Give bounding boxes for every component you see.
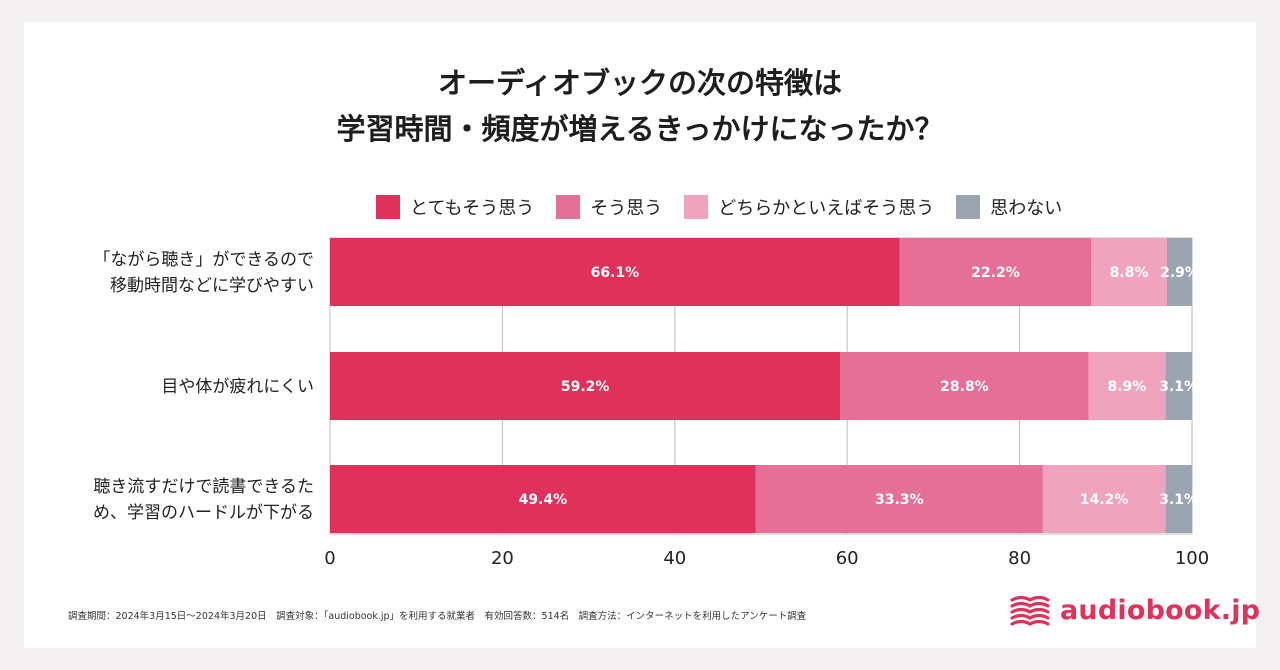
title-line-1: オーディオブックの次の特徴は bbox=[438, 66, 842, 100]
book-waves-icon bbox=[1010, 595, 1050, 626]
bar-segment-disagree bbox=[1165, 352, 1192, 420]
chart-title: オーディオブックの次の特徴は 学習時間・頻度が増えるきっかけになったか？ bbox=[24, 60, 1256, 152]
bar-segment-strongly_agree bbox=[330, 352, 841, 420]
bar-segment-disagree bbox=[1165, 465, 1192, 533]
title-line-2: 学習時間・頻度が増えるきっかけになったか？ bbox=[336, 112, 944, 146]
brand-logo: audiobook.jp bbox=[1010, 592, 1260, 628]
legend: とてもそう思う そう思う どちらかといえばそう思う 思わない bbox=[376, 194, 1084, 220]
legend-item-somewhat-agree: どちらかといえばそう思う bbox=[684, 194, 934, 220]
data-label: 59.2% bbox=[561, 379, 610, 395]
legend-label-agree: そう思う bbox=[590, 198, 663, 219]
data-label: 8.8% bbox=[1110, 265, 1149, 281]
legend-item-disagree: 思わない bbox=[956, 194, 1062, 220]
legend-swatch-strongly-agree bbox=[376, 195, 400, 219]
legend-swatch-agree bbox=[556, 195, 581, 219]
bar-segment-agree bbox=[899, 238, 1092, 306]
legend-item-agree: そう思う bbox=[556, 194, 662, 220]
bar-segment-agree bbox=[755, 465, 1043, 533]
chart-card: オーディオブックの次の特徴は 学習時間・頻度が増えるきっかけになったか？ とても… bbox=[24, 22, 1260, 648]
data-label: 3.1% bbox=[1159, 379, 1198, 395]
legend-label-strongly-agree: とてもそう思う bbox=[410, 198, 535, 219]
legend-item-strongly-agree: とてもそう思う bbox=[376, 194, 534, 220]
data-label: 14.2% bbox=[1080, 492, 1129, 508]
data-label: 2.9% bbox=[1160, 265, 1199, 281]
category-label: 目や体が疲れにくい bbox=[161, 377, 314, 397]
legend-label-somewhat-agree: どちらかといえばそう思う bbox=[718, 198, 935, 219]
category-label: め、学習のハードルが下がる bbox=[93, 503, 314, 523]
x-tick-label: 20 bbox=[491, 548, 514, 569]
stacked-bar-chart: 0 20 40 60 80 100 66.1% 22.2% 8.8% 2.9% 「ながら聴き」ができ… bbox=[93, 237, 1209, 569]
x-tick-label: 80 bbox=[1008, 548, 1031, 569]
bar-segment-strongly_agree bbox=[330, 465, 756, 533]
x-tick-label: 60 bbox=[836, 548, 859, 569]
data-label: 8.9% bbox=[1108, 379, 1147, 395]
x-tick-label: 40 bbox=[663, 548, 686, 569]
legend-label-disagree: 思わない bbox=[990, 198, 1063, 219]
x-tick-label: 100 bbox=[1175, 548, 1209, 569]
brand-name: audiobook.jp bbox=[1060, 594, 1261, 626]
category-label: 聴き流すだけで読書できるた bbox=[93, 477, 314, 497]
data-label: 3.1% bbox=[1159, 492, 1198, 508]
data-label: 22.2% bbox=[971, 265, 1020, 281]
legend-swatch-somewhat-agree bbox=[684, 195, 709, 219]
bar-segment-somewhat_agree bbox=[1088, 352, 1166, 420]
bar-segment-agree bbox=[840, 352, 1089, 420]
category-label: 移動時間などに学びやすい bbox=[110, 276, 314, 296]
data-label: 28.8% bbox=[940, 379, 989, 395]
category-label: 「ながら聴き」ができるので bbox=[93, 250, 314, 270]
data-label: 49.4% bbox=[519, 492, 568, 508]
data-label: 33.3% bbox=[875, 492, 924, 508]
bar-segment-strongly_agree bbox=[330, 238, 900, 306]
bar-segment-somewhat_agree bbox=[1091, 238, 1168, 306]
x-tick-label: 0 bbox=[324, 548, 335, 569]
bar-segment-disagree bbox=[1167, 238, 1192, 306]
legend-swatch-disagree bbox=[956, 195, 981, 219]
bar-segment-somewhat_agree bbox=[1042, 465, 1166, 533]
data-label: 66.1% bbox=[591, 265, 640, 281]
survey-note: 調査期間：2024年3月15日〜2024年3月20日 調査対象：「audiobo… bbox=[68, 611, 807, 622]
